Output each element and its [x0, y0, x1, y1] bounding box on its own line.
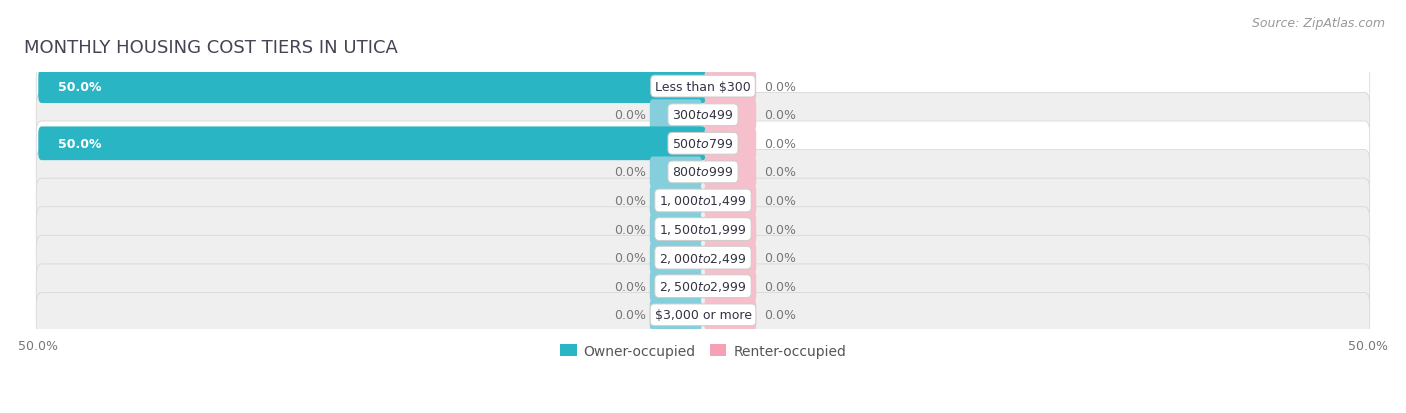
Text: $300 to $499: $300 to $499	[672, 109, 734, 122]
FancyBboxPatch shape	[37, 207, 1369, 252]
Text: 0.0%: 0.0%	[765, 138, 796, 150]
FancyBboxPatch shape	[38, 70, 706, 104]
Text: 0.0%: 0.0%	[614, 166, 645, 179]
Text: 50.0%: 50.0%	[58, 138, 101, 150]
Text: 0.0%: 0.0%	[765, 81, 796, 93]
FancyBboxPatch shape	[704, 100, 756, 131]
Text: Source: ZipAtlas.com: Source: ZipAtlas.com	[1251, 17, 1385, 29]
FancyBboxPatch shape	[650, 185, 702, 216]
Text: 0.0%: 0.0%	[614, 195, 645, 207]
FancyBboxPatch shape	[704, 128, 756, 159]
Text: 0.0%: 0.0%	[765, 223, 796, 236]
Text: Less than $300: Less than $300	[655, 81, 751, 93]
Text: 0.0%: 0.0%	[614, 109, 645, 122]
FancyBboxPatch shape	[37, 122, 1369, 166]
FancyBboxPatch shape	[650, 242, 702, 273]
Text: $3,000 or more: $3,000 or more	[655, 309, 751, 322]
Text: $500 to $799: $500 to $799	[672, 138, 734, 150]
Text: 0.0%: 0.0%	[614, 252, 645, 264]
FancyBboxPatch shape	[650, 214, 702, 245]
Text: $800 to $999: $800 to $999	[672, 166, 734, 179]
Text: 0.0%: 0.0%	[765, 280, 796, 293]
FancyBboxPatch shape	[38, 127, 706, 161]
Text: 0.0%: 0.0%	[765, 195, 796, 207]
FancyBboxPatch shape	[704, 157, 756, 188]
Text: $2,000 to $2,499: $2,000 to $2,499	[659, 251, 747, 265]
FancyBboxPatch shape	[37, 93, 1369, 138]
Text: 0.0%: 0.0%	[765, 252, 796, 264]
Text: 0.0%: 0.0%	[614, 223, 645, 236]
Text: $1,000 to $1,499: $1,000 to $1,499	[659, 194, 747, 208]
Text: $2,500 to $2,999: $2,500 to $2,999	[659, 280, 747, 294]
Text: 50.0%: 50.0%	[58, 81, 101, 93]
FancyBboxPatch shape	[704, 214, 756, 245]
FancyBboxPatch shape	[704, 300, 756, 330]
Legend: Owner-occupied, Renter-occupied: Owner-occupied, Renter-occupied	[554, 338, 852, 363]
FancyBboxPatch shape	[37, 179, 1369, 223]
FancyBboxPatch shape	[704, 185, 756, 216]
FancyBboxPatch shape	[650, 271, 702, 302]
FancyBboxPatch shape	[37, 65, 1369, 109]
Text: 0.0%: 0.0%	[765, 109, 796, 122]
Text: 0.0%: 0.0%	[614, 309, 645, 322]
Text: 0.0%: 0.0%	[765, 166, 796, 179]
FancyBboxPatch shape	[704, 271, 756, 302]
FancyBboxPatch shape	[37, 150, 1369, 195]
FancyBboxPatch shape	[37, 293, 1369, 337]
FancyBboxPatch shape	[37, 264, 1369, 309]
FancyBboxPatch shape	[704, 71, 756, 102]
FancyBboxPatch shape	[37, 236, 1369, 280]
Text: 0.0%: 0.0%	[614, 280, 645, 293]
Text: MONTHLY HOUSING COST TIERS IN UTICA: MONTHLY HOUSING COST TIERS IN UTICA	[24, 39, 398, 57]
FancyBboxPatch shape	[704, 242, 756, 273]
FancyBboxPatch shape	[650, 100, 702, 131]
Text: 0.0%: 0.0%	[765, 309, 796, 322]
FancyBboxPatch shape	[650, 300, 702, 330]
Text: $1,500 to $1,999: $1,500 to $1,999	[659, 223, 747, 237]
FancyBboxPatch shape	[650, 157, 702, 188]
